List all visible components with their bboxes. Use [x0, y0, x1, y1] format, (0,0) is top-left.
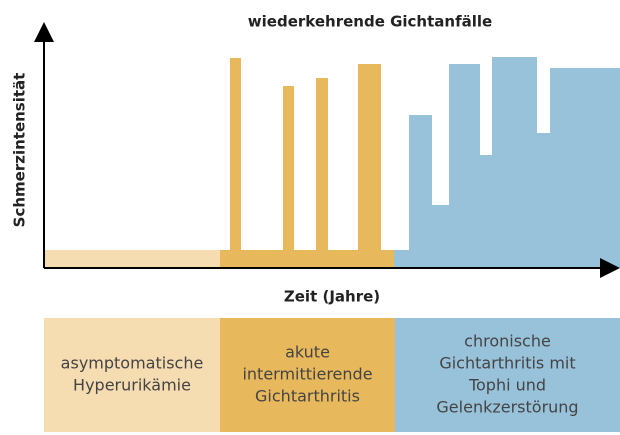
acute-attacks [220, 58, 394, 268]
stage-box [395, 318, 620, 432]
stage-box [44, 318, 220, 432]
y-axis-label: Schmerzintensität [11, 73, 29, 228]
stage-label: Tophi und [468, 376, 546, 395]
stage-label: akute [285, 343, 330, 362]
stage-box [220, 318, 395, 432]
stage-label: Gelenkzerstörung [436, 398, 578, 417]
stage-label: Hyperurikämie [73, 376, 191, 395]
stage-label: asymptomatische [61, 354, 204, 373]
stage-label: Gichtarthritis [255, 387, 360, 406]
stage-label: chronische [464, 332, 551, 351]
stage-label: Gichtarthritis mit [439, 354, 575, 373]
stage-label: intermittierende [242, 365, 372, 384]
stage-labels: asymptomatische Hyperurikämie akute intermi… [61, 332, 579, 417]
chronic-area [394, 57, 620, 268]
title: wiederkehrende Gichtanfälle [248, 13, 492, 31]
asymptomatic-band [44, 250, 220, 268]
x-axis-label: Zeit (Jahre) [284, 288, 380, 306]
